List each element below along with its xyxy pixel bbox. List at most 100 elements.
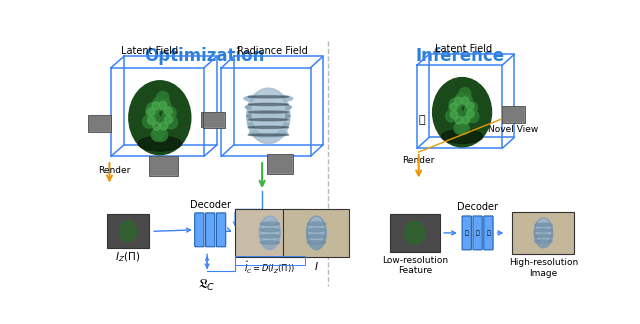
Ellipse shape bbox=[248, 111, 289, 113]
Bar bbox=[267, 154, 293, 174]
Ellipse shape bbox=[467, 110, 479, 123]
Ellipse shape bbox=[248, 103, 289, 106]
Ellipse shape bbox=[262, 217, 278, 244]
Ellipse shape bbox=[152, 102, 160, 110]
Ellipse shape bbox=[148, 117, 156, 125]
Ellipse shape bbox=[449, 98, 461, 110]
Ellipse shape bbox=[164, 116, 172, 124]
Text: Radiance Field: Radiance Field bbox=[237, 46, 308, 56]
Ellipse shape bbox=[535, 223, 552, 226]
Text: Render: Render bbox=[403, 156, 435, 165]
FancyBboxPatch shape bbox=[484, 216, 493, 250]
Ellipse shape bbox=[462, 116, 470, 124]
Ellipse shape bbox=[534, 218, 553, 248]
Ellipse shape bbox=[248, 96, 289, 98]
Ellipse shape bbox=[455, 121, 467, 133]
Ellipse shape bbox=[250, 129, 287, 137]
FancyBboxPatch shape bbox=[205, 213, 215, 247]
Ellipse shape bbox=[260, 241, 280, 244]
Ellipse shape bbox=[309, 217, 324, 244]
Text: Inference: Inference bbox=[415, 47, 504, 64]
Ellipse shape bbox=[459, 87, 471, 100]
Ellipse shape bbox=[307, 241, 326, 244]
Ellipse shape bbox=[449, 101, 461, 114]
FancyBboxPatch shape bbox=[216, 213, 226, 247]
Ellipse shape bbox=[164, 107, 172, 115]
Ellipse shape bbox=[163, 110, 175, 122]
Ellipse shape bbox=[451, 111, 458, 119]
Ellipse shape bbox=[466, 102, 477, 114]
Bar bbox=[513, 212, 575, 254]
Ellipse shape bbox=[456, 93, 467, 105]
Bar bbox=[235, 256, 305, 265]
Ellipse shape bbox=[467, 102, 474, 110]
Ellipse shape bbox=[260, 235, 280, 238]
Ellipse shape bbox=[248, 126, 289, 128]
Ellipse shape bbox=[450, 103, 458, 111]
Text: Latent Field: Latent Field bbox=[121, 46, 179, 56]
Ellipse shape bbox=[460, 111, 472, 123]
Ellipse shape bbox=[151, 128, 164, 141]
Ellipse shape bbox=[146, 106, 158, 119]
Ellipse shape bbox=[120, 221, 136, 242]
Bar bbox=[149, 156, 179, 176]
Ellipse shape bbox=[147, 111, 159, 124]
Ellipse shape bbox=[458, 122, 470, 134]
Text: 🔒: 🔒 bbox=[476, 230, 479, 236]
Ellipse shape bbox=[159, 101, 167, 110]
Ellipse shape bbox=[246, 112, 290, 120]
Ellipse shape bbox=[143, 115, 155, 128]
Text: 🔒: 🔒 bbox=[419, 115, 425, 125]
Ellipse shape bbox=[152, 127, 165, 140]
Bar bbox=[202, 113, 222, 127]
FancyBboxPatch shape bbox=[462, 216, 472, 250]
Bar bbox=[201, 112, 223, 127]
Ellipse shape bbox=[454, 97, 462, 105]
Ellipse shape bbox=[160, 122, 168, 130]
Text: $\mathcal{L}_p$: $\mathcal{L}_p$ bbox=[211, 110, 227, 126]
Bar bbox=[284, 209, 349, 257]
Ellipse shape bbox=[138, 136, 182, 151]
Text: Optimization: Optimization bbox=[144, 47, 264, 64]
Bar bbox=[203, 112, 225, 128]
Ellipse shape bbox=[433, 77, 492, 147]
Bar bbox=[235, 209, 305, 257]
Ellipse shape bbox=[158, 116, 170, 129]
FancyBboxPatch shape bbox=[473, 216, 482, 250]
Ellipse shape bbox=[146, 103, 159, 116]
Ellipse shape bbox=[158, 98, 171, 111]
Ellipse shape bbox=[442, 130, 483, 144]
Ellipse shape bbox=[165, 116, 177, 129]
Ellipse shape bbox=[535, 234, 552, 237]
Ellipse shape bbox=[248, 134, 289, 136]
Ellipse shape bbox=[535, 240, 552, 243]
Ellipse shape bbox=[465, 104, 476, 117]
Ellipse shape bbox=[246, 88, 290, 144]
Ellipse shape bbox=[245, 103, 291, 111]
Bar bbox=[502, 107, 524, 122]
Ellipse shape bbox=[164, 106, 176, 119]
Ellipse shape bbox=[450, 106, 462, 118]
Ellipse shape bbox=[260, 228, 280, 232]
Text: Render: Render bbox=[99, 166, 131, 175]
Text: Decoder: Decoder bbox=[189, 200, 230, 210]
FancyBboxPatch shape bbox=[195, 213, 204, 247]
Text: $\mathfrak{L}_C$: $\mathfrak{L}_C$ bbox=[198, 278, 216, 293]
Ellipse shape bbox=[461, 97, 468, 105]
Ellipse shape bbox=[157, 91, 169, 104]
Ellipse shape bbox=[307, 216, 326, 249]
Ellipse shape bbox=[244, 95, 292, 102]
Ellipse shape bbox=[307, 235, 326, 238]
Bar bbox=[88, 115, 111, 132]
Ellipse shape bbox=[153, 122, 161, 130]
Ellipse shape bbox=[404, 221, 425, 245]
Ellipse shape bbox=[248, 121, 289, 128]
Text: High-resolution
Image: High-resolution Image bbox=[509, 258, 578, 278]
Text: $I$: $I$ bbox=[314, 260, 319, 272]
Bar bbox=[268, 155, 292, 173]
Bar bbox=[150, 156, 178, 175]
Bar bbox=[204, 112, 224, 127]
Ellipse shape bbox=[536, 219, 550, 242]
Text: Low-resolution
Feature: Low-resolution Feature bbox=[381, 256, 448, 275]
Ellipse shape bbox=[454, 122, 466, 134]
